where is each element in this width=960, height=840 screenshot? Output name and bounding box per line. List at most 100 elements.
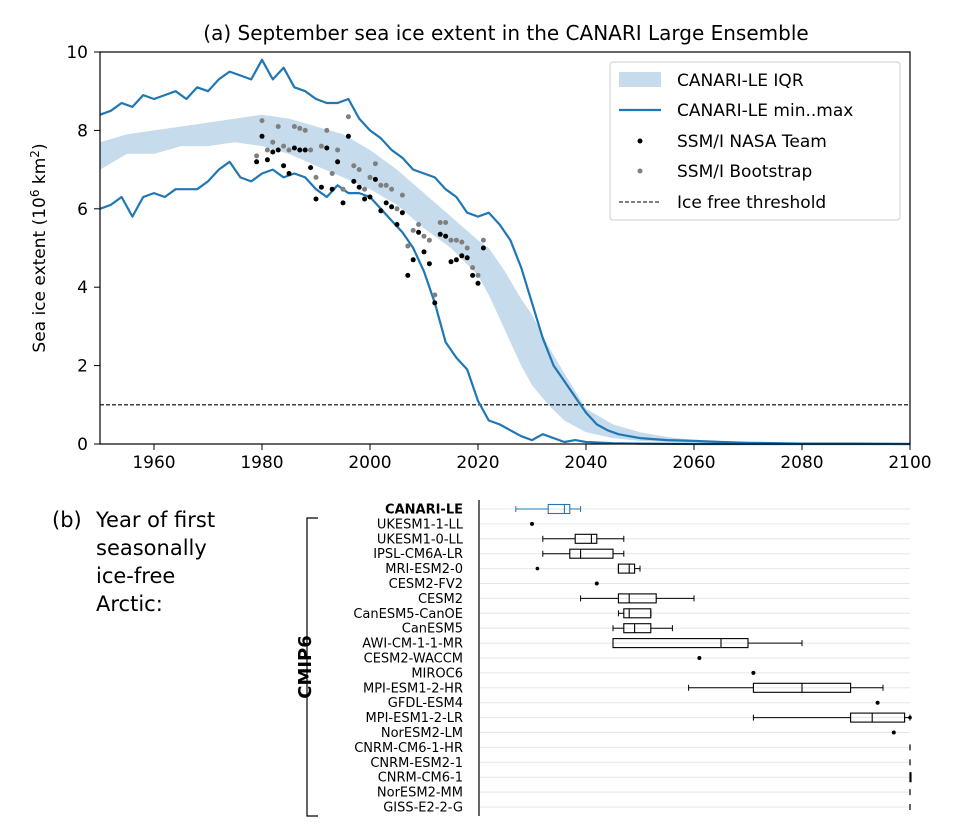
bootstrap-point xyxy=(405,243,411,249)
bootstrap-point xyxy=(480,237,486,243)
iqr-box xyxy=(569,548,614,559)
legend: CANARI-LE IQR CANARI-LE min..max SSM/I N… xyxy=(609,61,901,221)
model-row: CNRM-CM6-1 xyxy=(378,771,912,786)
x-tick-label: 2060 xyxy=(672,453,715,473)
model-row: CanESM5 xyxy=(402,622,910,637)
nasa-team-point xyxy=(389,204,395,210)
y-axis-label-sup2: 2 xyxy=(28,150,42,158)
model-label: NorESM2-LM xyxy=(381,726,463,741)
nasa-team-point xyxy=(432,300,438,306)
model-row: CNRM-ESM2-1 xyxy=(370,756,911,771)
y-tick-label: 6 xyxy=(77,200,88,220)
nasa-team-point xyxy=(378,208,384,214)
bootstrap-point xyxy=(356,167,362,173)
nasa-team-point xyxy=(448,259,454,265)
nasa-team-point xyxy=(383,200,389,206)
nasa-team-point xyxy=(259,133,265,139)
bootstrap-point xyxy=(410,227,416,233)
nasa-team-point xyxy=(335,159,341,165)
iqr-box xyxy=(623,623,652,634)
nasa-team-point xyxy=(459,253,465,259)
bootstrap-point xyxy=(362,186,368,192)
nasa-team-point xyxy=(372,176,378,182)
bootstrap-point xyxy=(286,147,292,153)
bootstrap-point xyxy=(389,186,395,192)
model-row: CESM2-WACCM xyxy=(364,652,910,667)
nasa-team-point xyxy=(394,222,400,227)
y-axis-label-unit: km xyxy=(30,158,50,190)
nasa-team-point xyxy=(275,147,281,153)
x-tick-label: 1980 xyxy=(240,453,283,473)
iqr-box xyxy=(547,503,571,515)
model-label: UKESM1-1-LL xyxy=(377,517,464,532)
nasa-team-point xyxy=(367,194,373,200)
bootstrap-point xyxy=(345,114,351,120)
nasa-team-point xyxy=(264,157,270,163)
model-row: MRI-ESM2-0 xyxy=(385,562,910,577)
legend-label-minmax: CANARI-LE min..max xyxy=(677,101,853,121)
y-axis-label-end: ) xyxy=(30,143,50,150)
iqr-box xyxy=(850,712,906,723)
bootstrap-point xyxy=(475,272,481,278)
bootstrap-point xyxy=(378,182,384,188)
bootstrap-point xyxy=(383,182,389,188)
bootstrap-point xyxy=(470,265,476,271)
bootstrap-point xyxy=(453,237,459,243)
legend-swatch-iqr xyxy=(619,72,661,87)
model-row: CANARI-LE xyxy=(385,503,910,518)
panel-b-desc-line-3: ice-free xyxy=(96,564,175,588)
bootstrap-point xyxy=(437,220,443,225)
y-tick-label: 0 xyxy=(77,435,88,455)
y-tick-label: 10 xyxy=(66,43,88,63)
model-label: NorESM2-MM xyxy=(377,786,463,801)
single-point xyxy=(875,700,880,705)
nasa-team-point xyxy=(286,171,292,176)
legend-label-threshold: Ice free threshold xyxy=(677,193,826,213)
nasa-team-point xyxy=(324,145,330,151)
iqr-box xyxy=(574,533,598,544)
bootstrap-point xyxy=(448,237,454,243)
panel-b-desc-line-4: Arctic: xyxy=(96,592,163,616)
model-row: MIROC6 xyxy=(411,666,910,681)
model-row: CNRM-CM6-1-HR xyxy=(354,741,911,756)
y-axis-label: Sea ice extent (106 km2) xyxy=(28,143,50,352)
bootstrap-point xyxy=(313,174,319,180)
model-label: GFDL-ESM4 xyxy=(388,696,463,711)
panel-b-chart: (b) Year of first seasonally ice-free Ar… xyxy=(52,500,912,817)
nasa-team-point xyxy=(302,147,308,153)
nasa-team-point xyxy=(443,233,449,239)
model-label: UKESM1-0-LL xyxy=(377,532,464,547)
x-tick-label: 2100 xyxy=(888,453,931,473)
bootstrap-point xyxy=(421,233,427,239)
nasa-team-point xyxy=(318,184,324,190)
bootstrap-point xyxy=(324,127,330,133)
nasa-team-point xyxy=(313,196,319,202)
model-label: CNRM-CM6-1 xyxy=(378,771,463,786)
nasa-team-point xyxy=(345,133,351,139)
nasa-team-point xyxy=(356,184,362,190)
y-axis-label-sup: 6 xyxy=(28,189,42,197)
model-row: CESM2-FV2 xyxy=(389,577,910,592)
model-label: CNRM-CM6-1-HR xyxy=(354,741,463,756)
legend-label-iqr: CANARI-LE IQR xyxy=(677,71,804,91)
single-point xyxy=(594,581,599,586)
bootstrap-point xyxy=(372,161,378,167)
nasa-team-point xyxy=(475,280,481,286)
model-label: CNRM-ESM2-1 xyxy=(370,756,463,771)
model-label: MPI-ESM1-2-HR xyxy=(363,681,463,696)
bootstrap-point xyxy=(275,124,281,129)
nasa-team-point xyxy=(308,165,314,171)
model-row: CanESM5-CanOE xyxy=(353,607,910,622)
bootstrap-point xyxy=(464,245,470,251)
y-axis-label-main: Sea ice extent (10 xyxy=(30,197,50,352)
model-label: CESM2-FV2 xyxy=(389,577,463,592)
bootstrap-point xyxy=(351,163,357,169)
legend-frame xyxy=(609,61,901,221)
model-label: CanESM5 xyxy=(402,622,463,637)
bootstrap-point xyxy=(302,127,308,133)
iqr-band xyxy=(100,114,910,444)
legend-marker-bootstrap xyxy=(637,168,643,174)
model-label: CESM2 xyxy=(418,592,463,607)
outlier-point xyxy=(535,566,540,571)
